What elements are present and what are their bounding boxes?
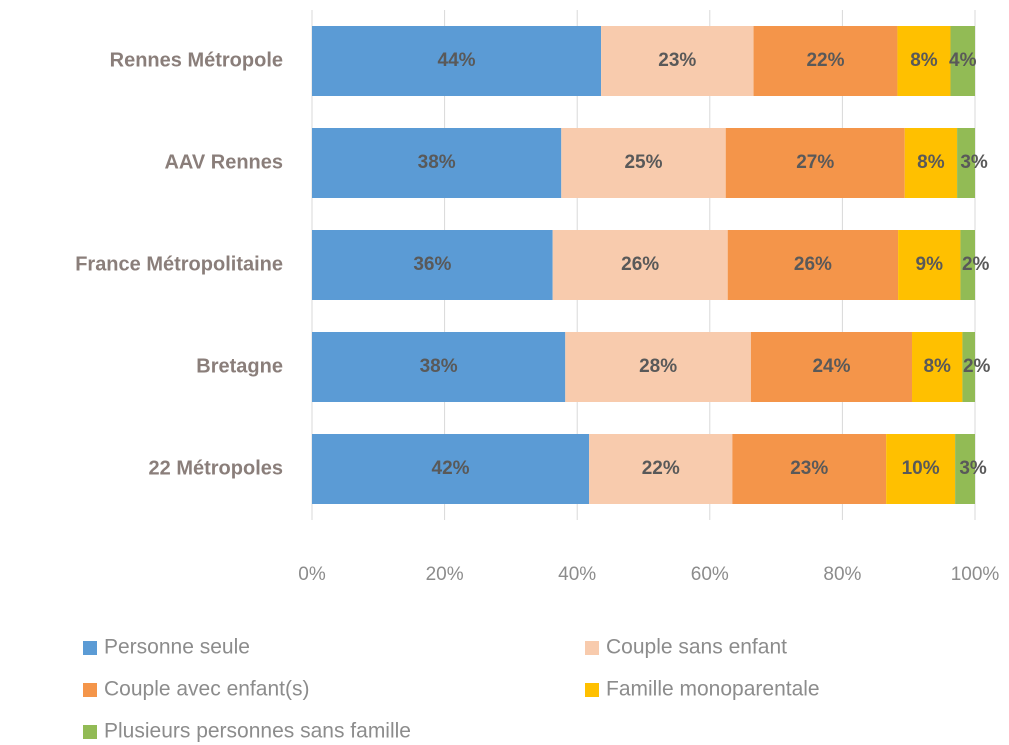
x-tick-label: 100%	[951, 564, 1000, 585]
value-label: 9%	[916, 254, 944, 275]
bar-segment	[750, 332, 913, 402]
category-label: Bretagne	[196, 355, 283, 377]
value-label: 44%	[438, 50, 476, 71]
x-tick-label: 20%	[426, 564, 464, 585]
bar-segment	[897, 26, 951, 96]
value-label: 38%	[418, 152, 456, 173]
value-label: 3%	[959, 458, 987, 479]
legend-swatch	[585, 683, 599, 697]
value-label: 42%	[432, 458, 470, 479]
legend-swatch	[585, 641, 599, 655]
bar-segment	[957, 128, 975, 198]
bar-segment	[312, 230, 553, 300]
bar-segment	[725, 128, 905, 198]
category-label: Rennes Métropole	[110, 49, 283, 71]
legend-swatch	[83, 683, 97, 697]
value-label: 26%	[794, 254, 832, 275]
bar-segment	[904, 128, 958, 198]
bar-segment	[912, 332, 963, 402]
legend-label: Couple sans enfant	[606, 636, 787, 659]
bar-segment	[886, 434, 956, 504]
legend-label: Couple avec enfant(s)	[104, 678, 309, 701]
bar-segment	[312, 128, 562, 198]
value-label: 27%	[796, 152, 834, 173]
bar-segment	[312, 434, 590, 504]
category-label: 22 Métropoles	[149, 457, 283, 479]
bar-segment	[753, 26, 898, 96]
value-label: 3%	[960, 152, 988, 173]
value-label: 2%	[963, 356, 991, 377]
bar-segment	[732, 434, 887, 504]
x-tick-label: 40%	[558, 564, 596, 585]
bar-segment	[962, 332, 975, 402]
value-label: 8%	[917, 152, 945, 173]
bar-segment	[960, 230, 975, 300]
category-label: France Métropolitaine	[75, 253, 283, 275]
value-label: 38%	[420, 356, 458, 377]
x-tick-label: 80%	[823, 564, 861, 585]
x-tick-label: 0%	[298, 564, 326, 585]
category-label: AAV Rennes	[164, 151, 283, 173]
value-label: 22%	[642, 458, 680, 479]
value-label: 10%	[902, 458, 940, 479]
x-tick-label: 60%	[691, 564, 729, 585]
bar-segment	[955, 434, 975, 504]
value-label: 25%	[624, 152, 662, 173]
value-label: 8%	[923, 356, 951, 377]
legend-label: Famille monoparentale	[606, 678, 820, 701]
legend-label: Plusieurs personnes sans famille	[104, 720, 411, 743]
value-label: 36%	[413, 254, 451, 275]
value-label: 22%	[806, 50, 844, 71]
value-label: 28%	[639, 356, 677, 377]
bar-segment	[561, 128, 726, 198]
value-label: 24%	[812, 356, 850, 377]
bar-segment	[898, 230, 961, 300]
bar-segment	[601, 26, 754, 96]
bar-segment	[589, 434, 733, 504]
value-label: 23%	[658, 50, 696, 71]
bar-segment	[950, 26, 975, 96]
value-label: 4%	[949, 50, 977, 71]
legend-swatch	[83, 641, 97, 655]
bar-segment	[312, 332, 566, 402]
legend-swatch	[83, 725, 97, 739]
bar-segment	[552, 230, 728, 300]
bar-segment	[727, 230, 899, 300]
legend-label: Personne seule	[104, 636, 250, 659]
value-label: 23%	[790, 458, 828, 479]
value-label: 26%	[621, 254, 659, 275]
value-label: 2%	[962, 254, 990, 275]
value-label: 8%	[910, 50, 938, 71]
bar-segment	[565, 332, 751, 402]
bar-segment	[312, 26, 602, 96]
